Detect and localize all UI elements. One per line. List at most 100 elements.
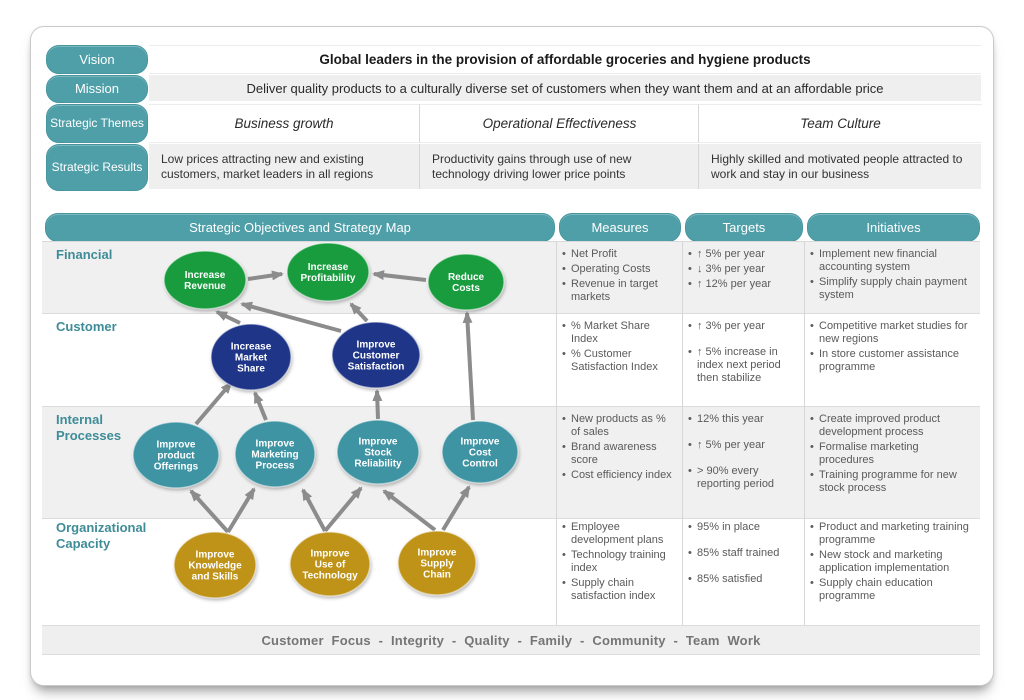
mission-text: Deliver quality products to a culturally…: [149, 75, 981, 101]
strategy-arrow: [253, 391, 268, 421]
initiative-item: In store customer assistance programme: [810, 348, 974, 374]
initiative-item: Product and marketing training programme: [810, 521, 974, 547]
objective-node-increase-profitability: [286, 242, 370, 302]
initiative-item: Implement new financial accounting syste…: [810, 248, 974, 274]
targets-financial: ↑ 5% per year ↓ 3% per year ↑ 12% per year: [688, 248, 798, 293]
objective-label-reduce-costs: Reduce Costs: [448, 272, 485, 294]
initiative-item: Supply chain education programme: [810, 577, 974, 603]
objective-label-improve-cost-control: Improve Cost Control: [461, 437, 500, 470]
mission-pill: Mission: [46, 75, 148, 103]
initiative-item: New stock and marketing application impl…: [810, 549, 974, 575]
measure-item: Revenue in target markets: [562, 278, 676, 304]
targets-customer: ↑ 3% per year ↑ 5% increase in index next…: [688, 320, 798, 398]
objective-node-increase-revenue: [163, 250, 247, 310]
initiative-item: Competitive market studies for new regio…: [810, 320, 974, 346]
target-item: 95% in place: [688, 521, 798, 534]
initiatives-financial: Implement new financial accounting syste…: [810, 248, 974, 304]
theme-team-culture: Team Culture: [698, 104, 982, 143]
target-item: ↑ 5% increase in index next period then …: [688, 346, 798, 385]
measures-financial: Net Profit Operating Costs Revenue in targ…: [562, 248, 676, 306]
header-measures: Measures: [559, 213, 681, 242]
target-item: ↑ 3% per year: [688, 320, 798, 333]
divider-map-measures: [556, 241, 557, 625]
strategy-map-nodes: Increase Revenue Increase Profitability Redu…: [132, 242, 519, 599]
strategy-map-svg: Increase Revenue Increase Profitability Redu…: [132, 242, 519, 599]
strategy-arrow: [323, 486, 363, 533]
perspective-customer: Customer: [56, 319, 117, 334]
strategy-arrow: [215, 310, 241, 325]
initiatives-organizational: Product and marketing training programme…: [810, 521, 974, 605]
targets-internal: 12% this year ↑ 5% per year > 90% every re…: [688, 413, 798, 504]
measure-item: Operating Costs: [562, 263, 676, 276]
strategic-results-pill: Strategic Results: [46, 144, 148, 191]
strategy-arrow: [441, 485, 471, 532]
objective-node-increase-market-share: [210, 323, 292, 391]
objective-node-improve-stock-reliability: [336, 419, 420, 485]
target-item: 12% this year: [688, 413, 798, 426]
header-targets: Targets: [685, 213, 803, 242]
objective-label-improve-knowledge-skills: Improve Knowledge and Skills: [188, 550, 242, 583]
measure-item: % Customer Satisfaction Index: [562, 348, 676, 374]
initiative-item: Create improved product development proc…: [810, 413, 974, 439]
target-item: ↑ 12% per year: [688, 278, 798, 291]
measures-internal: New products as % of salesBrand awarenes…: [562, 413, 676, 484]
target-item: > 90% every reporting period: [688, 465, 798, 491]
objective-label-improve-customer-satisfaction: Improve Customer Satisfaction: [348, 340, 405, 373]
strategy-arrow: [247, 270, 284, 281]
objective-node-improve-supply-chain: [397, 530, 477, 596]
result-team-culture: Highly skilled and motivated people attr…: [698, 144, 981, 189]
objective-node-improve-marketing-process: [234, 420, 316, 488]
measure-item: % Market Share Index: [562, 320, 676, 346]
strategy-arrow: [301, 488, 327, 532]
targets-organizational: 95% in place 85% staff trained 85% satisfi…: [688, 521, 798, 599]
vision-pill: Vision: [46, 45, 148, 74]
vision-text: Global leaders in the provision of affor…: [149, 45, 981, 74]
objective-node-improve-customer-satisfaction: [331, 321, 421, 389]
strategy-arrow: [372, 270, 427, 282]
strategy-arrow: [462, 311, 475, 421]
strategy-arrow: [349, 302, 369, 323]
measures-customer: % Market Share Index% Customer Satisfact…: [562, 320, 676, 376]
result-business-growth: Low prices attracting new and existing c…: [149, 144, 419, 189]
measure-item: Supply chain satisfaction index: [562, 577, 676, 603]
divider-measures-targets: [682, 241, 683, 625]
objective-label-improve-supply-chain: Improve Supply Chain: [418, 548, 457, 581]
initiatives-customer: Competitive market studies for new regio…: [810, 320, 974, 376]
theme-operational-effectiveness: Operational Effectiveness: [419, 104, 699, 143]
perspective-financial: Financial: [56, 247, 113, 262]
strategy-map-arrows: [189, 270, 475, 534]
target-item: ↑ 5% per year: [688, 248, 798, 261]
strategy-arrow: [382, 489, 437, 532]
objective-label-improve-marketing-process: Improve Marketing Process: [251, 439, 298, 472]
measures-organizational: Employee development plansTechnology tra…: [562, 521, 676, 605]
objective-node-improve-cost-control: [441, 420, 519, 484]
perspective-organizational-capacity: Organizational Capacity: [56, 520, 147, 551]
objective-node-improve-knowledge-skills: [173, 531, 257, 599]
strategy-arrow: [226, 487, 256, 534]
strategy-arrow: [194, 381, 233, 426]
company-values-bar: Customer Focus - Integrity - Quality - F…: [42, 625, 980, 655]
objective-label-improve-stock-reliability: Improve Stock Reliability: [354, 437, 402, 470]
strategy-arrow: [240, 301, 342, 333]
initiative-item: Simplify supply chain payment system: [810, 276, 974, 302]
strategic-themes-pill: Strategic Themes: [46, 104, 148, 143]
initiatives-internal: Create improved product development proc…: [810, 413, 974, 497]
result-operational-effectiveness: Productivity gains through use of new te…: [419, 144, 698, 189]
header-strategy-map: Strategic Objectives and Strategy Map: [45, 213, 555, 242]
divider-targets-initiatives: [804, 241, 805, 625]
target-item: 85% staff trained: [688, 547, 798, 560]
target-item: ↓ 3% per year: [688, 263, 798, 276]
target-item: 85% satisfied: [688, 573, 798, 586]
objective-node-reduce-costs: [427, 253, 505, 311]
measure-item: Cost efficiency index: [562, 469, 676, 482]
objective-label-increase-profitability: Increase Profitability: [300, 262, 355, 284]
perspective-internal-processes: Internal Processes: [56, 412, 122, 443]
measure-item: Technology training index: [562, 549, 676, 575]
measure-item: New products as % of sales: [562, 413, 676, 439]
initiative-item: Formalise marketing procedures: [810, 441, 974, 467]
objective-label-increase-market-share: Increase Market Share: [231, 342, 272, 375]
strategy-arrow: [372, 389, 383, 420]
strategy-arrow: [189, 489, 230, 534]
target-item: ↑ 5% per year: [688, 439, 798, 452]
